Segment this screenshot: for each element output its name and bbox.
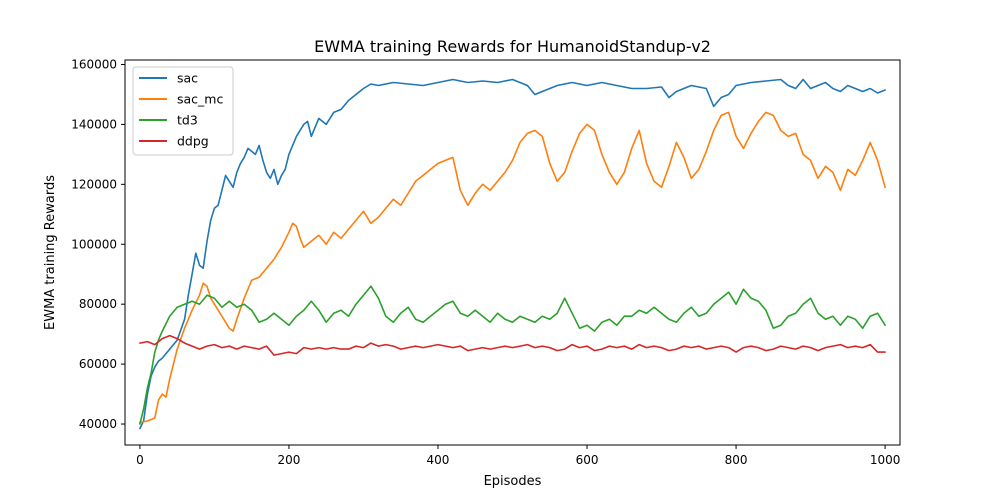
chart-title: EWMA training Rewards for HumanoidStandu… <box>314 37 711 56</box>
x-tick-label: 800 <box>725 453 748 467</box>
legend-box <box>132 66 234 156</box>
x-tick-label: 600 <box>576 453 599 467</box>
y-tick-label: 100000 <box>71 237 117 251</box>
legend: sac sac_mc td3 ddpg <box>132 66 234 156</box>
y-axis-title: EWMA training Rewards <box>43 175 58 330</box>
x-axis-title: Episodes <box>484 474 542 489</box>
series-line-ddpg <box>139 334 886 356</box>
x-tick-label: 200 <box>277 453 300 467</box>
y-tick-label: 60000 <box>79 357 117 371</box>
series-line-sac_mc <box>139 111 886 424</box>
legend-label-ddpg: ddpg <box>177 134 209 149</box>
x-tick-label: 0 <box>136 453 144 467</box>
x-axis: 0 200 400 600 800 1000 <box>136 445 900 467</box>
x-tick-label: 1000 <box>870 453 901 467</box>
x-tick-label: 400 <box>427 453 450 467</box>
series-layer <box>139 78 886 430</box>
legend-label-sac_mc: sac_mc <box>177 92 223 107</box>
series-line-td3 <box>139 285 886 425</box>
y-tick-label: 40000 <box>79 417 117 431</box>
y-tick-label: 160000 <box>71 57 117 71</box>
plot-area <box>124 59 901 446</box>
plot-border <box>124 59 901 446</box>
legend-label-td3: td3 <box>177 113 198 128</box>
y-tick-label: 120000 <box>71 177 117 191</box>
legend-label-sac: sac <box>177 71 198 86</box>
y-tick-label: 80000 <box>79 297 117 311</box>
series-line-sac <box>139 78 886 430</box>
plot-frame <box>125 60 900 445</box>
y-tick-label: 140000 <box>71 117 117 131</box>
y-axis: 40000 60000 80000 100000 120000 140000 160000 <box>71 57 125 431</box>
